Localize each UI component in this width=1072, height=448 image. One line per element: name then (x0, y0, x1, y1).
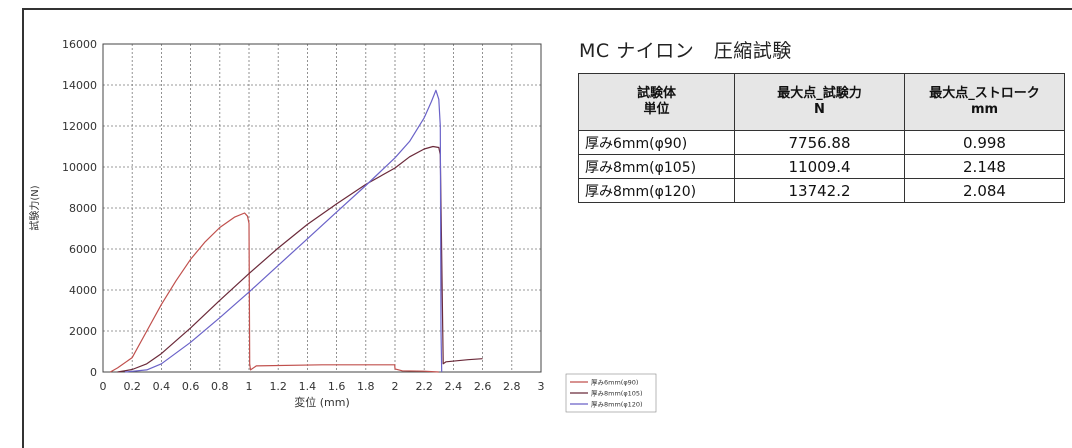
line-chart: 0 0.2 0.4 0.6 0.8 1 1.2 1.4 1.6 1.8 2 2.2 2.4 2.6 2.8 3… (28, 38, 657, 413)
y-axis-label: 試験力(N) (28, 185, 41, 230)
table-cell-max-stroke: 2.148 (904, 154, 1065, 179)
table-cell-max-force: 7756.88 (734, 130, 905, 155)
table-row: 厚み6mm(φ90) 7756.88 0.998 (578, 130, 1065, 155)
x-tick-label: 2.4 (445, 380, 463, 393)
x-tick-label: 1.8 (357, 380, 375, 393)
y-tick-label: 8000 (69, 202, 97, 215)
y-tick-label: 12000 (62, 120, 97, 133)
table-cell-max-stroke: 0.998 (904, 130, 1065, 155)
header-max-stroke-label: 最大点_ストローク (929, 86, 1040, 101)
table-cell-max-stroke: 2.084 (904, 178, 1065, 203)
table-cell-specimen: 厚み8mm(φ120) (578, 178, 735, 203)
header-specimen-label: 試験体 (636, 86, 676, 101)
y-tick-label: 2000 (69, 325, 97, 338)
x-tick-label: 1.6 (328, 380, 346, 393)
header-stroke-unit: mm (970, 102, 999, 117)
axis-ticks: 0 0.2 0.4 0.6 0.8 1 1.2 1.4 1.6 1.8 2 2.2 2.4 2.6 2.8 3… (62, 38, 545, 393)
y-tick-label: 14000 (62, 79, 97, 92)
legend-label: 厚み6mm(φ90) (591, 379, 638, 387)
x-tick-label: 0.4 (153, 380, 171, 393)
results-table: 試験体 単位 最大点_試験力 N 最大点_ストローク mm 厚み6mm(φ90) 77… (578, 73, 1065, 203)
x-tick-label: 1 (246, 380, 253, 393)
x-axis-label: 変位 (mm) (294, 395, 350, 409)
y-tick-label: 10000 (62, 161, 97, 174)
x-tick-label: 2.6 (474, 380, 492, 393)
column-header-specimen: 試験体 単位 (578, 73, 735, 131)
series-line (117, 145, 483, 373)
x-tick-label: 0.2 (123, 380, 141, 393)
chart-legend: 厚み6mm(φ90) 厚み8mm(φ105) 厚み8mm(φ120) (565, 373, 657, 413)
header-max-force-label: 最大点_試験力 (777, 86, 862, 101)
table-row: 厚み8mm(φ120) 13742.2 2.084 (578, 178, 1065, 203)
y-tick-label: 16000 (62, 38, 97, 51)
x-tick-label: 3 (538, 380, 545, 393)
table-header-row: 試験体 単位 最大点_試験力 N 最大点_ストローク mm (578, 73, 1065, 131)
x-tick-label: 0 (100, 380, 107, 393)
table-cell-specimen: 厚み6mm(φ90) (578, 130, 735, 155)
header-force-unit: N (814, 102, 825, 117)
table-cell-specimen: 厚み8mm(φ105) (578, 154, 735, 179)
column-header-max-force: 最大点_試験力 N (734, 73, 905, 131)
x-tick-label: 2 (392, 380, 399, 393)
header-unit-label: 単位 (643, 102, 670, 117)
x-tick-label: 0.6 (182, 380, 200, 393)
table-cell-max-force: 11009.4 (734, 154, 905, 179)
x-tick-label: 0.8 (211, 380, 229, 393)
x-tick-label: 2.8 (503, 380, 521, 393)
column-header-max-stroke: 最大点_ストローク mm (904, 73, 1065, 131)
chart-series (110, 89, 483, 373)
plot-area (102, 43, 542, 373)
panel-frame (22, 8, 1072, 448)
table-row: 厚み8mm(φ105) 11009.4 2.148 (578, 154, 1065, 179)
y-tick-label: 6000 (69, 243, 97, 256)
y-tick-label: 4000 (69, 284, 97, 297)
y-tick-label: 0 (90, 366, 97, 379)
x-tick-label: 1.4 (299, 380, 317, 393)
legend-label: 厚み8mm(φ120) (591, 401, 643, 409)
x-tick-label: 2.2 (415, 380, 433, 393)
chart-grid (102, 43, 542, 373)
table-cell-max-force: 13742.2 (734, 178, 905, 203)
legend-box (565, 373, 657, 413)
table-title: MC ナイロン 圧縮試験 (579, 40, 792, 62)
legend-label: 厚み8mm(φ105) (591, 390, 643, 398)
series-line (110, 212, 439, 373)
series-line (124, 89, 443, 373)
x-tick-label: 1.2 (269, 380, 287, 393)
